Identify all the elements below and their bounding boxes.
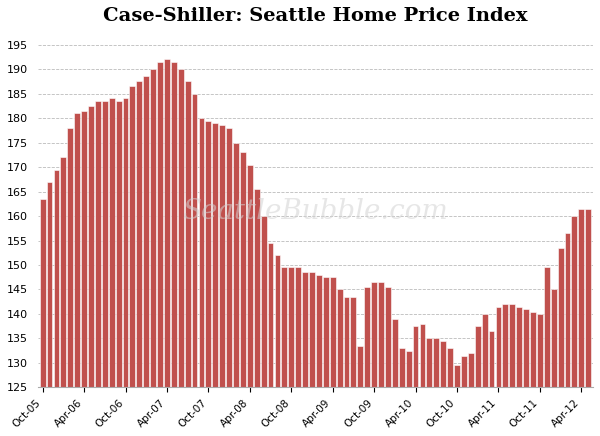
Bar — [109, 99, 115, 388]
Bar — [95, 101, 101, 388]
Bar — [295, 267, 301, 388]
Bar — [205, 120, 211, 388]
Bar — [122, 99, 128, 388]
Bar — [475, 326, 481, 388]
Bar — [530, 311, 536, 388]
Bar — [53, 170, 59, 388]
Bar — [350, 297, 356, 388]
Bar — [454, 365, 460, 388]
Bar — [571, 216, 577, 388]
Bar — [447, 348, 453, 388]
Bar — [260, 216, 266, 388]
Bar — [406, 351, 412, 388]
Bar — [130, 86, 136, 388]
Bar — [281, 267, 287, 388]
Bar — [364, 287, 370, 388]
Bar — [240, 152, 246, 388]
Bar — [378, 282, 384, 388]
Bar — [496, 307, 502, 388]
Bar — [565, 233, 571, 388]
Bar — [47, 182, 52, 388]
Bar — [358, 346, 363, 388]
Bar — [523, 309, 529, 388]
Bar — [385, 287, 391, 388]
Bar — [157, 62, 163, 388]
Bar — [413, 326, 418, 388]
Bar — [337, 290, 343, 388]
Bar — [537, 314, 543, 388]
Bar — [399, 348, 404, 388]
Bar — [74, 113, 80, 388]
Bar — [302, 272, 308, 388]
Bar — [323, 277, 329, 388]
Bar — [136, 82, 142, 388]
Bar — [371, 282, 377, 388]
Bar — [440, 341, 446, 388]
Bar — [468, 353, 474, 388]
Bar — [61, 157, 66, 388]
Bar — [502, 304, 508, 388]
Bar — [551, 290, 557, 388]
Bar — [164, 59, 170, 388]
Bar — [219, 126, 225, 388]
Bar — [226, 128, 232, 388]
Bar — [247, 165, 253, 388]
Bar — [557, 248, 563, 388]
Bar — [143, 76, 149, 388]
Bar — [40, 199, 46, 388]
Bar — [316, 275, 322, 388]
Bar — [516, 307, 522, 388]
Bar — [392, 319, 398, 388]
Bar — [482, 314, 488, 388]
Bar — [171, 62, 177, 388]
Bar — [275, 255, 280, 388]
Bar — [419, 324, 425, 388]
Bar — [578, 209, 584, 388]
Bar — [67, 128, 73, 388]
Bar — [185, 82, 191, 388]
Bar — [88, 106, 94, 388]
Bar — [233, 143, 239, 388]
Bar — [116, 101, 122, 388]
Bar — [212, 123, 218, 388]
Bar — [344, 297, 349, 388]
Bar — [433, 338, 439, 388]
Bar — [81, 111, 87, 388]
Bar — [330, 277, 335, 388]
Bar — [488, 331, 494, 388]
Bar — [102, 101, 108, 388]
Bar — [191, 94, 197, 388]
Bar — [199, 118, 205, 388]
Bar — [309, 272, 315, 388]
Bar — [509, 304, 515, 388]
Bar — [268, 243, 274, 388]
Bar — [585, 209, 591, 388]
Text: SeattleBubble.com: SeattleBubble.com — [182, 198, 448, 225]
Bar — [461, 356, 467, 388]
Title: Case-Shiller: Seattle Home Price Index: Case-Shiller: Seattle Home Price Index — [103, 7, 527, 25]
Bar — [427, 338, 433, 388]
Bar — [254, 189, 260, 388]
Bar — [150, 69, 156, 388]
Bar — [289, 267, 294, 388]
Bar — [178, 69, 184, 388]
Bar — [544, 267, 550, 388]
